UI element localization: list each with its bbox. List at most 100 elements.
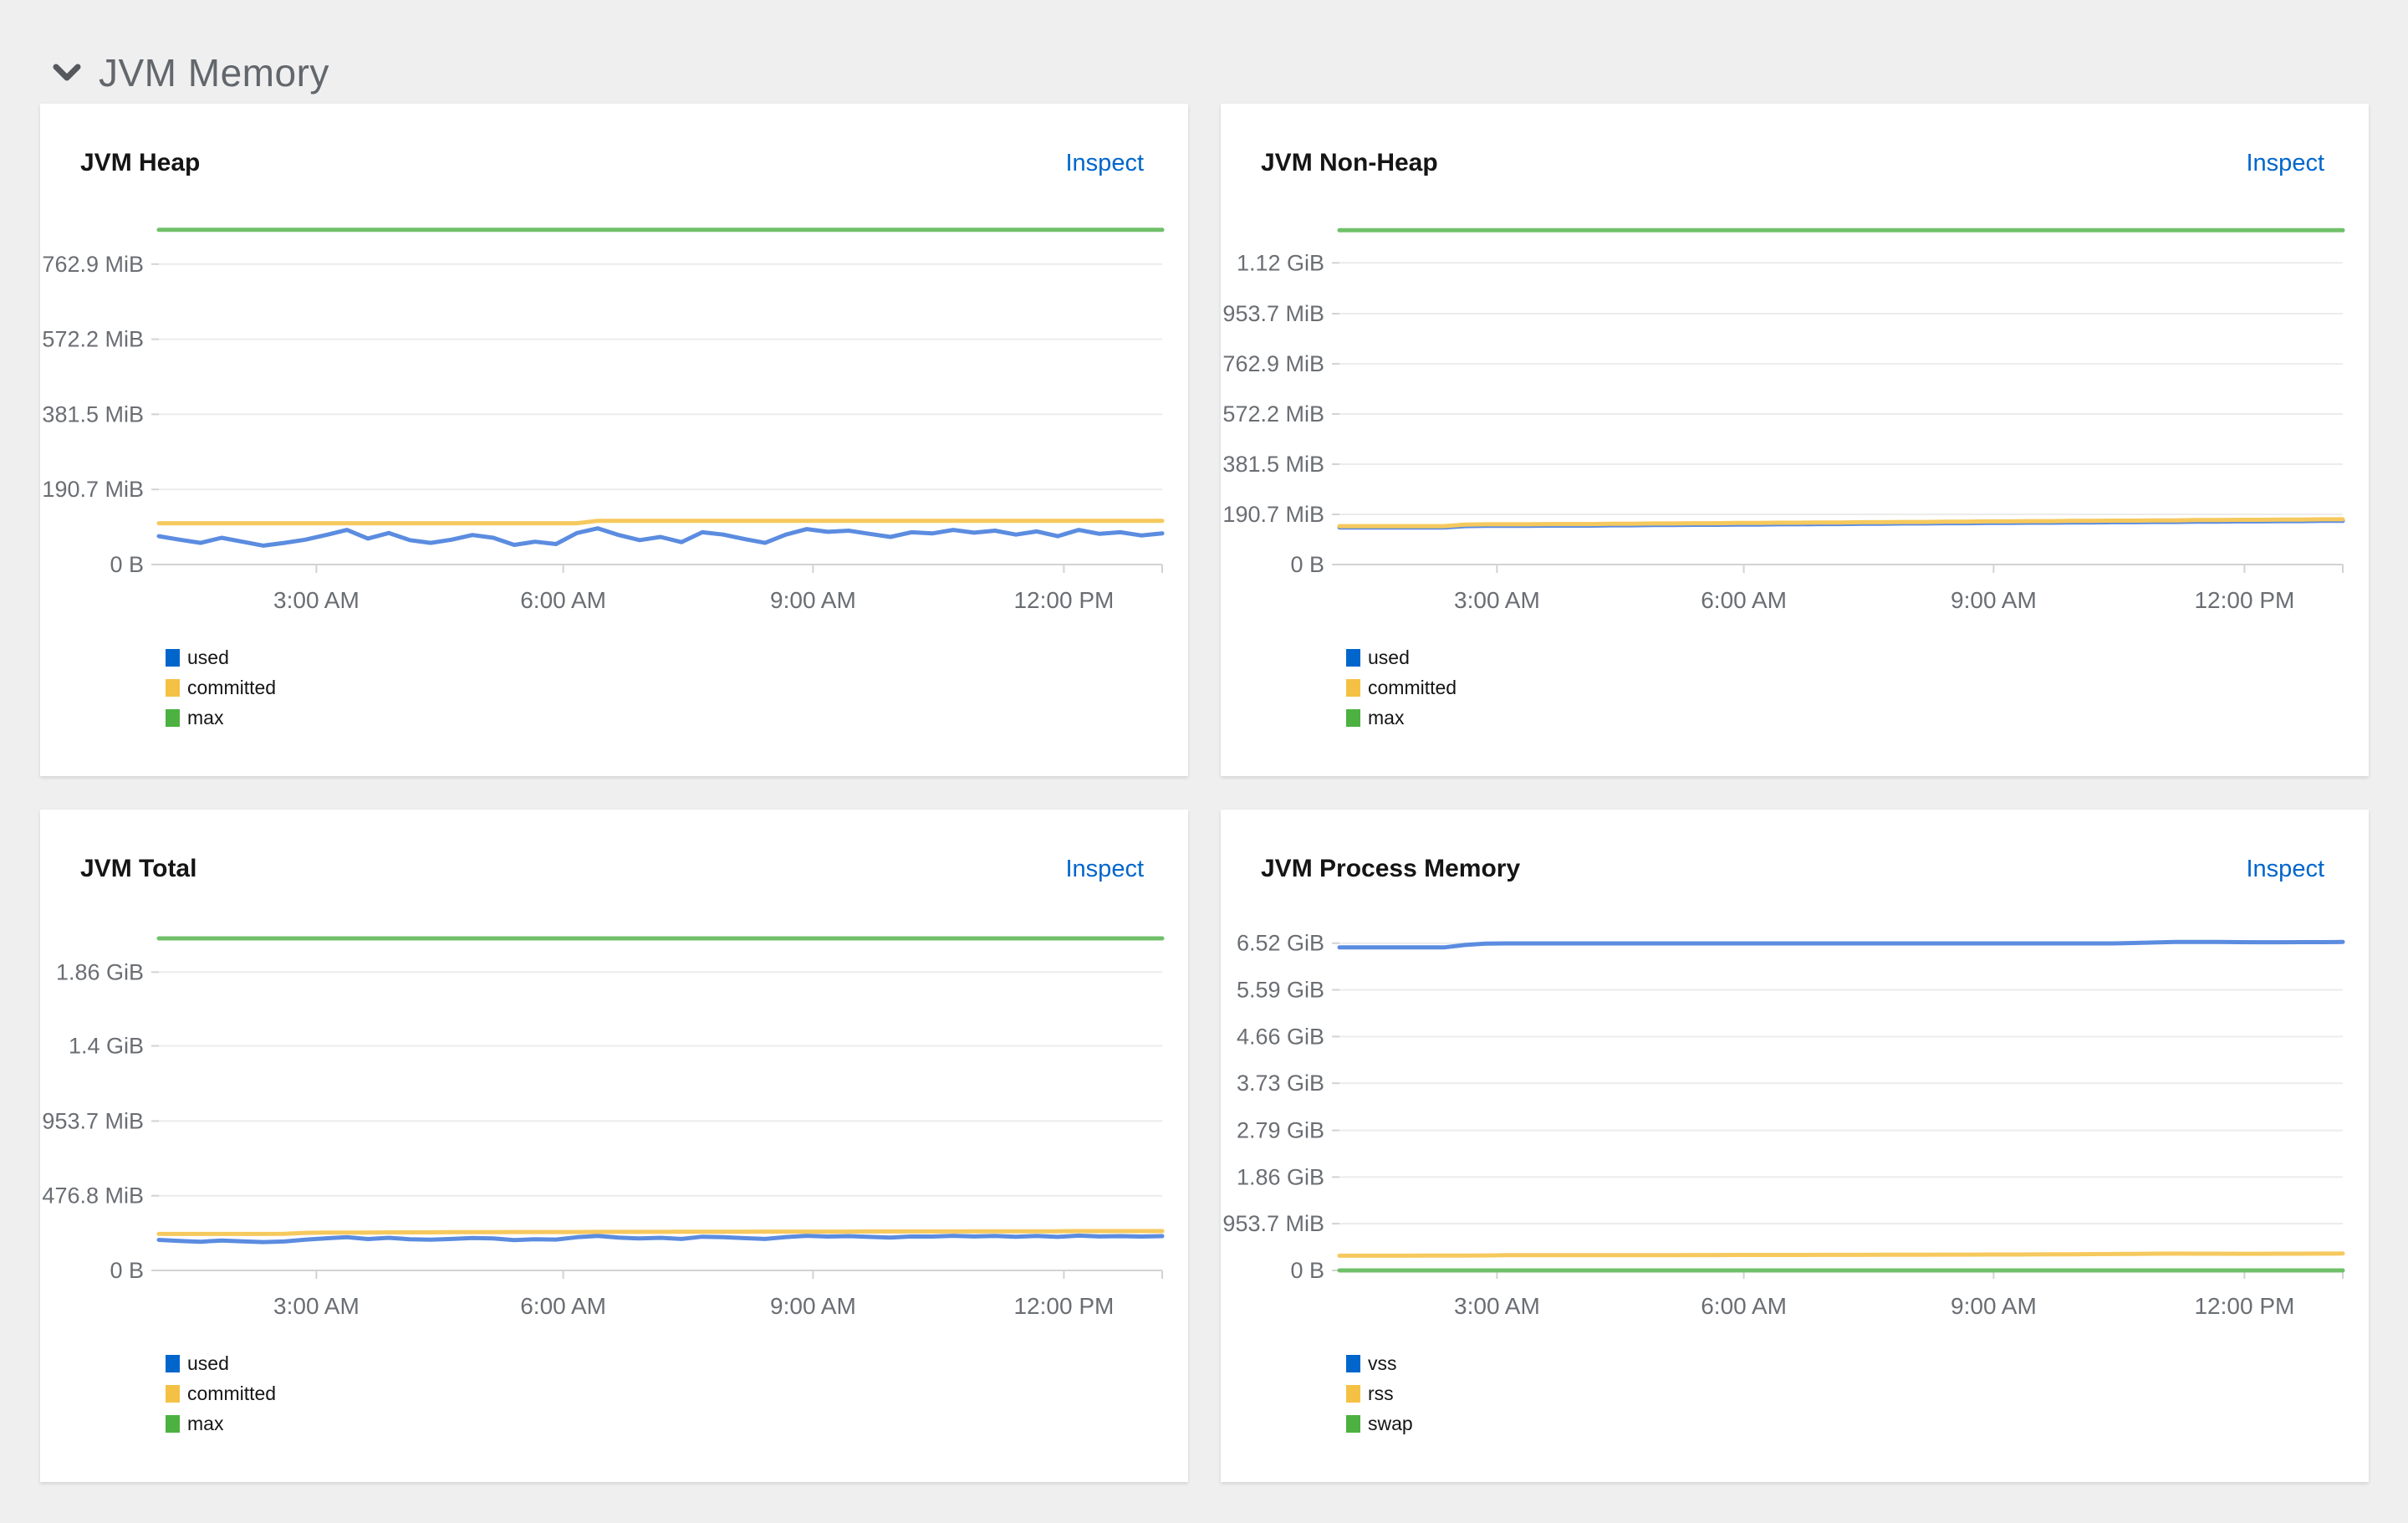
legend-swatch <box>1346 1415 1360 1433</box>
x-tick-label: 9:00 AM <box>1951 587 2037 613</box>
chevron-down-icon[interactable] <box>52 62 82 84</box>
x-tick-label: 9:00 AM <box>770 587 856 613</box>
legend-swatch <box>1346 1355 1360 1372</box>
panel-jvm-process-memory: JVM Process Memory Inspect 6.52 GiB 5.59 … <box>1221 810 2369 1482</box>
legend-label: used <box>187 647 229 668</box>
legend-label: committed <box>1368 677 1457 698</box>
chart-legend: vss rss swap <box>1346 1352 2369 1435</box>
legend-item-committed[interactable]: committed <box>1346 677 2369 699</box>
legend-item-used[interactable]: used <box>166 1352 1188 1375</box>
y-tick-label: 0 B <box>1290 552 1324 577</box>
legend-item-swap[interactable]: swap <box>1346 1413 2369 1435</box>
y-tick-label: 6.52 GiB <box>1237 931 1324 956</box>
x-tick-label: 3:00 AM <box>273 1293 360 1319</box>
x-tick-label: 3:00 AM <box>1454 1293 1540 1319</box>
legend-label: vss <box>1368 1352 1397 1374</box>
y-tick-label: 762.9 MiB <box>1222 351 1324 376</box>
y-tick-label: 1.12 GiB <box>1237 250 1324 275</box>
legend-label: swap <box>1368 1413 1413 1434</box>
series-line-committed <box>156 1229 1165 1236</box>
panel-head: JVM Process Memory Inspect <box>1221 810 2369 883</box>
panel-title: JVM Non-Heap <box>1261 149 1438 176</box>
legend-label: max <box>187 707 224 728</box>
legend-label: used <box>1368 647 1410 668</box>
section-header: JVM Memory <box>0 0 2408 104</box>
legend-swatch <box>1346 649 1360 667</box>
legend-item-used[interactable]: used <box>1346 647 2369 669</box>
legend-swatch <box>166 709 180 727</box>
inspect-link[interactable]: Inspect <box>1065 150 1145 176</box>
inspect-link[interactable]: Inspect <box>1065 856 1145 882</box>
x-tick-label: 12:00 PM <box>2194 587 2294 613</box>
y-tick-label: 0 B <box>110 1258 144 1283</box>
panel-title: JVM Total <box>80 855 197 882</box>
series-line-committed <box>1337 517 2345 529</box>
x-tick-label: 12:00 PM <box>1013 1293 1114 1319</box>
legend-label: rss <box>1368 1382 1394 1404</box>
y-tick-label: 953.7 MiB <box>42 1108 144 1133</box>
legend-swatch <box>166 649 180 667</box>
legend-item-committed[interactable]: committed <box>166 1382 1188 1405</box>
legend-item-rss[interactable]: rss <box>1346 1382 2369 1405</box>
section-title: JVM Memory <box>99 51 329 95</box>
legend-swatch <box>1346 1385 1360 1403</box>
panel-head: JVM Heap Inspect <box>40 104 1188 177</box>
y-tick-label: 5.59 GiB <box>1237 978 1324 1003</box>
chart-canvas-jvm-process-memory[interactable]: 6.52 GiB 5.59 GiB 4.66 GiB 3.73 GiB 2.79 GiB… <box>1221 917 2358 1321</box>
legend-item-vss[interactable]: vss <box>1346 1352 2369 1375</box>
panel-title: JVM Heap <box>80 149 201 176</box>
y-tick-label: 190.7 MiB <box>42 477 144 502</box>
legend-label: max <box>187 1413 224 1434</box>
chart-canvas-jvm-total[interactable]: 1.86 GiB 1.4 GiB 953.7 MiB 476.8 MiB 0 B 3:00… <box>40 917 1177 1321</box>
chevron-down-glyph <box>53 64 81 81</box>
y-tick-label: 762.9 MiB <box>42 252 144 277</box>
x-tick-label: 6:00 AM <box>1701 587 1787 613</box>
legend-label: committed <box>187 677 277 698</box>
chart-canvas-jvm-heap[interactable]: 762.9 MiB 572.2 MiB 381.5 MiB 190.7 MiB 0 B 3… <box>40 212 1177 615</box>
legend-item-max[interactable]: max <box>166 707 1188 729</box>
x-tick-label: 3:00 AM <box>273 587 360 613</box>
x-tick-label: 9:00 AM <box>770 1293 856 1319</box>
x-tick-label: 9:00 AM <box>1951 1293 2037 1319</box>
panel-head: JVM Total Inspect <box>40 810 1188 883</box>
x-tick-label: 12:00 PM <box>2194 1293 2294 1319</box>
y-tick-label: 1.86 GiB <box>1237 1164 1324 1189</box>
y-tick-label: 4.66 GiB <box>1237 1024 1324 1049</box>
y-tick-label: 953.7 MiB <box>1222 1211 1324 1236</box>
legend-item-max[interactable]: max <box>166 1413 1188 1435</box>
x-tick-label: 6:00 AM <box>520 1293 606 1319</box>
legend-swatch <box>1346 679 1360 697</box>
legend-swatch <box>166 1415 180 1433</box>
series-line-used <box>156 1233 1165 1244</box>
y-tick-label: 0 B <box>110 552 144 577</box>
series-line-vss <box>1337 939 2345 950</box>
y-tick-label: 1.86 GiB <box>56 959 144 984</box>
y-tick-label: 3.73 GiB <box>1237 1071 1324 1096</box>
legend-swatch <box>166 1385 180 1403</box>
chart-legend: used committed max <box>166 1352 1188 1435</box>
series-line-committed <box>156 519 1165 526</box>
legend-item-committed[interactable]: committed <box>166 677 1188 699</box>
panel-jvm-heap: JVM Heap Inspect 762.9 MiB 572.2 MiB 381.5… <box>40 104 1188 776</box>
chart-legend: used committed max <box>166 647 1188 729</box>
legend-item-max[interactable]: max <box>1346 707 2369 729</box>
panel-head: JVM Non-Heap Inspect <box>1221 104 2369 177</box>
x-tick-label: 6:00 AM <box>1701 1293 1787 1319</box>
legend-label: max <box>1368 707 1405 728</box>
y-tick-label: 0 B <box>1290 1258 1324 1283</box>
legend-swatch <box>166 679 180 697</box>
x-tick-label: 12:00 PM <box>1013 587 1114 613</box>
series-line-used <box>156 526 1165 548</box>
x-tick-label: 6:00 AM <box>520 587 606 613</box>
legend-label: committed <box>187 1382 277 1404</box>
chart-canvas-jvm-non-heap[interactable]: 1.12 GiB 953.7 MiB 762.9 MiB 572.2 MiB 381.5… <box>1221 212 2358 615</box>
y-tick-label: 572.2 MiB <box>42 327 144 352</box>
y-tick-label: 572.2 MiB <box>1222 401 1324 427</box>
panel-jvm-non-heap: JVM Non-Heap Inspect 1.12 GiB 953.7 MiB 76… <box>1221 104 2369 776</box>
legend-item-used[interactable]: used <box>166 647 1188 669</box>
x-tick-label: 3:00 AM <box>1454 587 1540 613</box>
inspect-link[interactable]: Inspect <box>2246 150 2325 176</box>
inspect-link[interactable]: Inspect <box>2246 856 2325 882</box>
y-tick-label: 381.5 MiB <box>42 401 144 427</box>
dashboard-grid: JVM Heap Inspect 762.9 MiB 572.2 MiB 381.5… <box>40 104 2369 1482</box>
